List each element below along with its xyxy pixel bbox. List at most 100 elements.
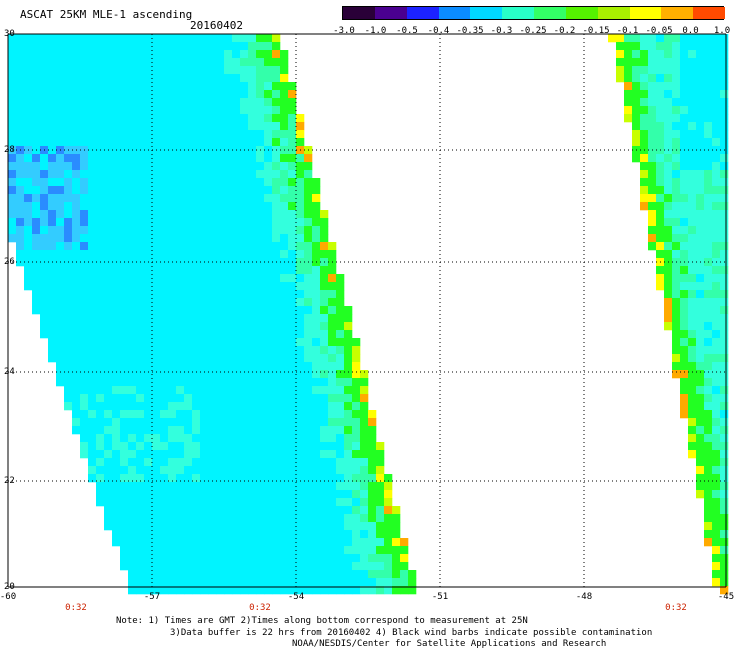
swath-cell <box>352 554 361 563</box>
swath-cell <box>112 442 121 451</box>
swath-cell <box>56 378 65 387</box>
swath-cell <box>640 114 649 123</box>
swath-cell <box>200 122 209 131</box>
swath-cell <box>208 154 217 163</box>
swath-cell <box>40 130 49 139</box>
swath-cell <box>120 130 129 139</box>
swath-cell <box>192 170 201 179</box>
swath-cell <box>136 90 145 99</box>
swath-cell <box>256 522 265 531</box>
swath-cell <box>48 322 57 331</box>
swath-cell <box>64 322 73 331</box>
swath-cell <box>256 578 265 587</box>
swath-cell <box>144 450 153 459</box>
swath-cell <box>304 282 313 291</box>
swath-cell <box>256 458 265 467</box>
swath-cell <box>56 218 65 227</box>
swath-cell <box>88 114 97 123</box>
swath-cell <box>296 530 305 539</box>
swath-cell <box>200 394 209 403</box>
swath-cell <box>160 138 169 147</box>
swath-cell <box>296 266 305 275</box>
colorbar-tick-label: -0.5 <box>396 26 418 36</box>
swath-cell <box>248 498 257 507</box>
swath-cell <box>256 274 265 283</box>
swath-cell <box>136 218 145 227</box>
swath-cell <box>192 130 201 139</box>
swath-cell <box>176 178 185 187</box>
swath-cell <box>232 562 241 571</box>
swath-cell <box>720 202 729 211</box>
swath-cell <box>232 234 241 243</box>
swath-cell <box>192 482 201 491</box>
swath-cell <box>328 242 337 251</box>
swath-cell <box>112 482 121 491</box>
swath-cell <box>184 482 193 491</box>
swath-cell <box>688 394 697 403</box>
swath-cell <box>120 34 129 43</box>
swath-cell <box>224 322 233 331</box>
swath-cell <box>80 338 89 347</box>
swath-cell <box>248 202 257 211</box>
swath-cell <box>128 458 137 467</box>
swath-cell <box>656 178 665 187</box>
swath-cell <box>256 426 265 435</box>
swath-cell <box>144 138 153 147</box>
swath-cell <box>88 154 97 163</box>
swath-cell <box>344 362 353 371</box>
swath-cell <box>136 122 145 131</box>
swath-cell <box>616 74 625 83</box>
swath-cell <box>48 242 57 251</box>
swath-cell <box>120 426 129 435</box>
swath-cell <box>704 354 713 363</box>
swath-cell <box>128 434 137 443</box>
swath-cell <box>664 250 673 259</box>
swath-cell <box>112 498 121 507</box>
swath-cell <box>8 194 17 203</box>
swath-cell <box>672 42 681 51</box>
swath-cell <box>672 282 681 291</box>
swath-cell <box>664 322 673 331</box>
swath-cell <box>288 490 297 499</box>
swath-cell <box>200 490 209 499</box>
swath-cell <box>144 362 153 371</box>
swath-cell <box>24 114 33 123</box>
swath-cell <box>192 234 201 243</box>
swath-cell <box>136 514 145 523</box>
swath-cell <box>240 138 249 147</box>
swath-cell <box>248 386 257 395</box>
swath-cell <box>688 266 697 275</box>
swath-cell <box>696 450 705 459</box>
swath-cell <box>168 498 177 507</box>
swath-cell <box>328 450 337 459</box>
swath-cell <box>96 426 105 435</box>
swath-cell <box>688 402 697 411</box>
swath-cell <box>696 482 705 491</box>
swath-cell <box>184 410 193 419</box>
swath-cell <box>712 522 721 531</box>
swath-cell <box>24 50 33 59</box>
swath-cell <box>184 66 193 75</box>
swath-cell <box>112 314 121 323</box>
swath-cell <box>112 66 121 75</box>
swath-cell <box>136 130 145 139</box>
swath-cell <box>712 106 721 115</box>
swath-cell <box>80 154 89 163</box>
swath-cell <box>672 210 681 219</box>
swath-cell <box>112 290 121 299</box>
swath-cell <box>712 394 721 403</box>
swath-cell <box>176 474 185 483</box>
swath-cell <box>200 282 209 291</box>
swath-cell <box>384 498 393 507</box>
swath-cell <box>176 586 185 595</box>
swath-cell <box>192 498 201 507</box>
swath-cell <box>88 450 97 459</box>
swath-cell <box>96 354 105 363</box>
swath-cell <box>40 98 49 107</box>
swath-cell <box>280 562 289 571</box>
swath-cell <box>720 130 729 139</box>
swath-cell <box>336 570 345 579</box>
swath-cell <box>272 42 281 51</box>
swath-cell <box>120 514 129 523</box>
swath-cell <box>720 434 729 443</box>
